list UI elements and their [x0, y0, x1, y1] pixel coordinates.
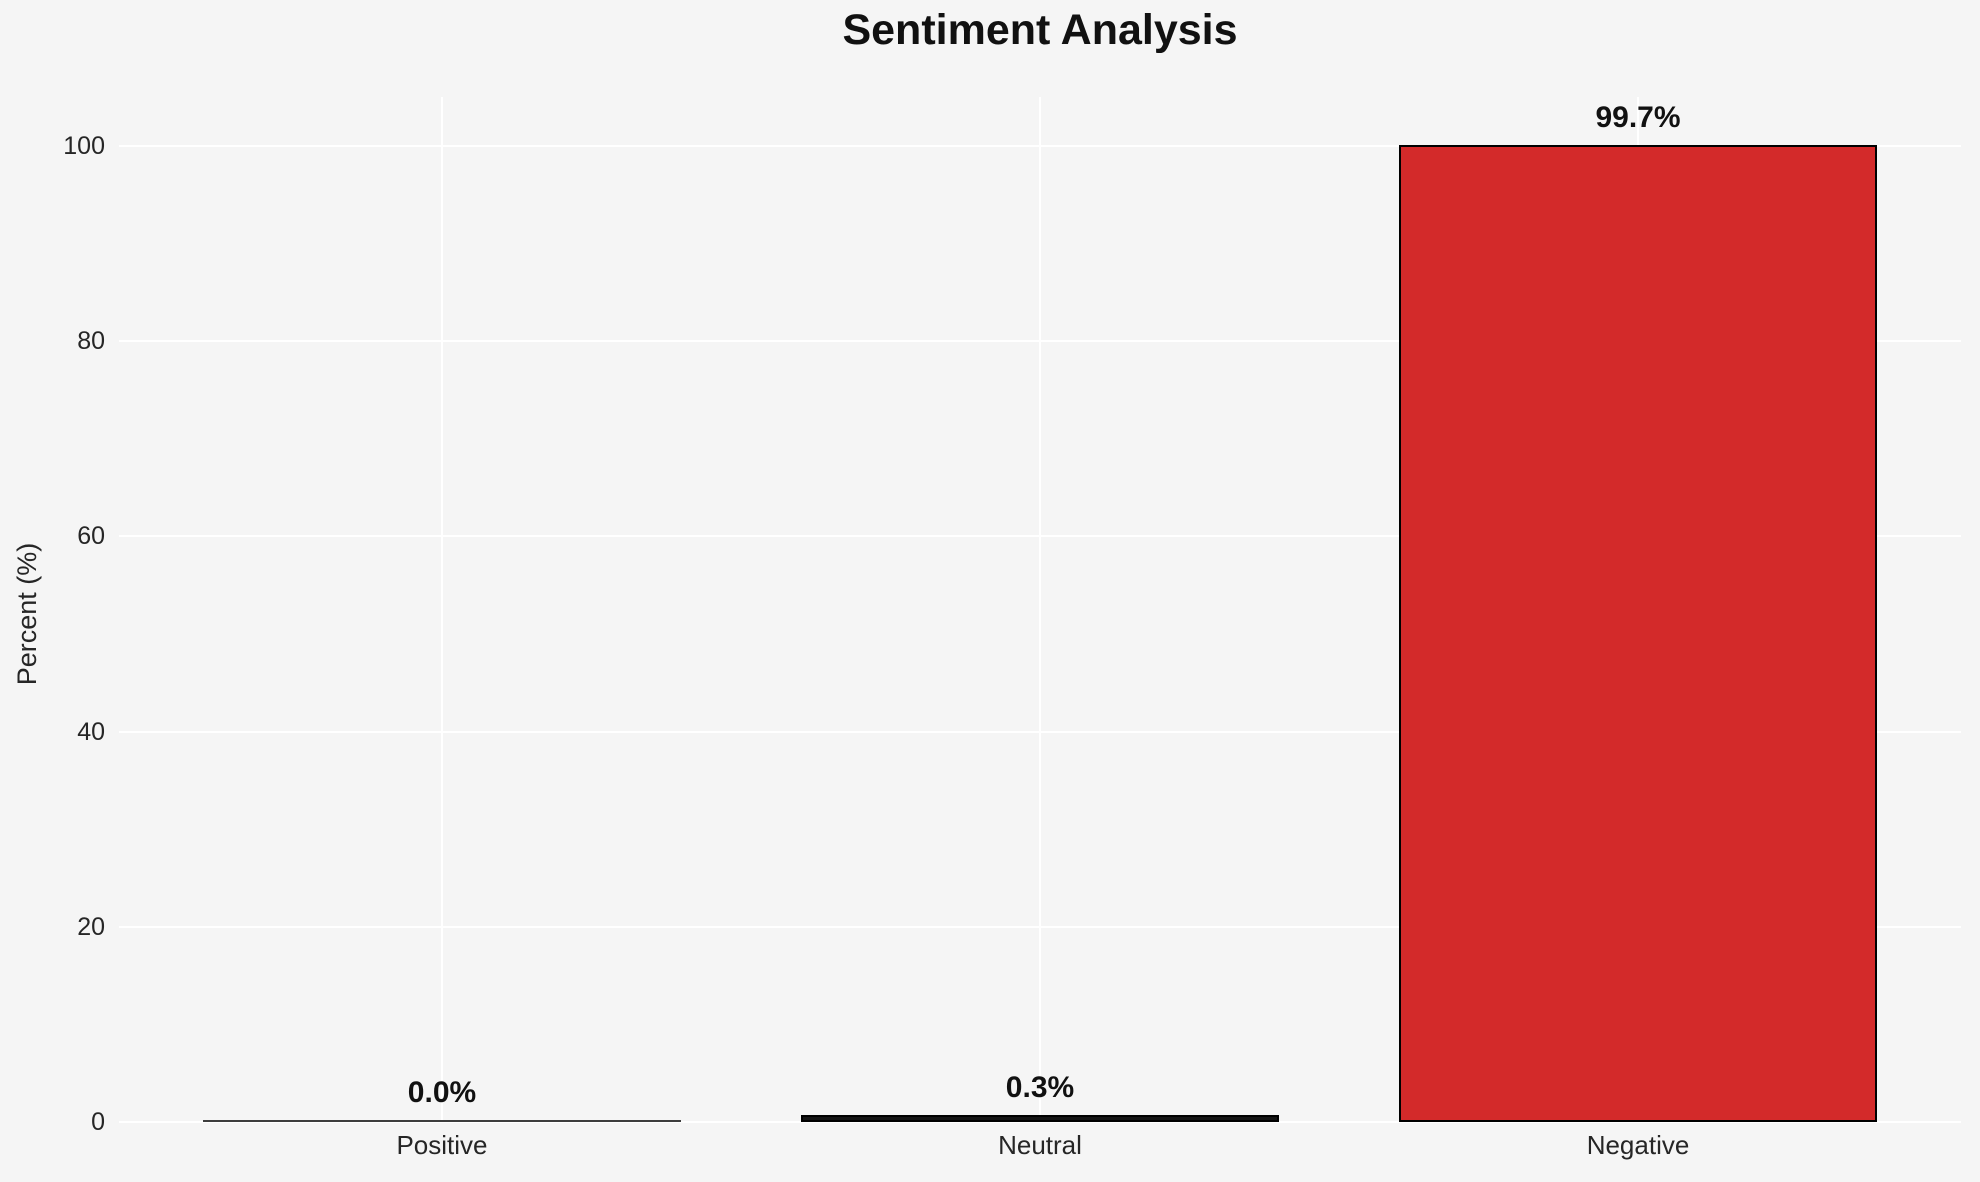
bar-neutral [801, 1115, 1279, 1122]
value-label-neutral: 0.3% [1005, 1071, 1075, 1104]
y-tick-label: 20 [77, 913, 105, 941]
y-tick-label: 0 [91, 1108, 105, 1136]
category-label-positive: Positive [396, 1130, 488, 1160]
gridline-vertical [441, 97, 443, 1122]
y-axis-label: Percent (%) [12, 542, 42, 686]
category-label-negative: Negative [1586, 1130, 1690, 1160]
y-tick-label: 100 [63, 132, 105, 160]
y-tick-label: 60 [77, 522, 105, 550]
category-label-neutral: Neutral [998, 1130, 1082, 1160]
bar-positive [203, 1120, 681, 1122]
gridline-horizontal [119, 1121, 1961, 1123]
value-label-negative: 99.7% [1595, 101, 1681, 134]
value-label-positive: 0.0% [407, 1076, 477, 1109]
bar-negative [1399, 145, 1877, 1122]
chart-title: Sentiment Analysis [842, 6, 1238, 54]
y-tick-label: 80 [77, 327, 105, 355]
gridline-vertical [1039, 97, 1041, 1122]
y-tick-label: 40 [77, 718, 105, 746]
